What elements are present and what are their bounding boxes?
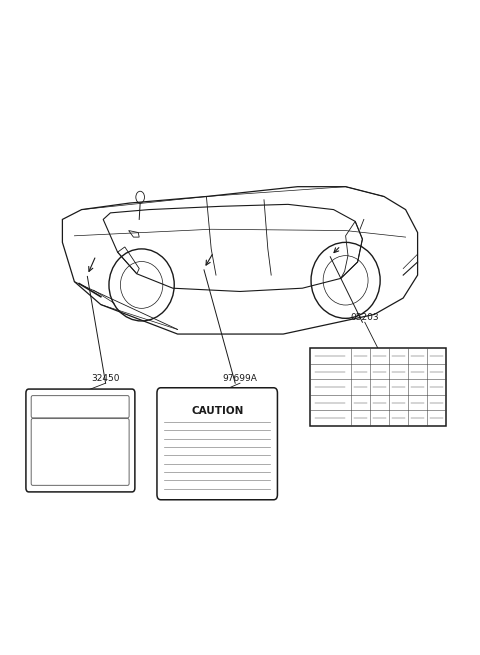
Text: CAUTION: CAUTION xyxy=(191,406,244,417)
FancyBboxPatch shape xyxy=(157,388,277,500)
Text: 32450: 32450 xyxy=(91,374,120,383)
FancyBboxPatch shape xyxy=(31,419,129,485)
Bar xyxy=(310,348,446,426)
Text: 97699A: 97699A xyxy=(223,374,257,383)
FancyBboxPatch shape xyxy=(31,396,129,418)
FancyBboxPatch shape xyxy=(26,389,135,492)
Text: 05203: 05203 xyxy=(350,313,379,322)
